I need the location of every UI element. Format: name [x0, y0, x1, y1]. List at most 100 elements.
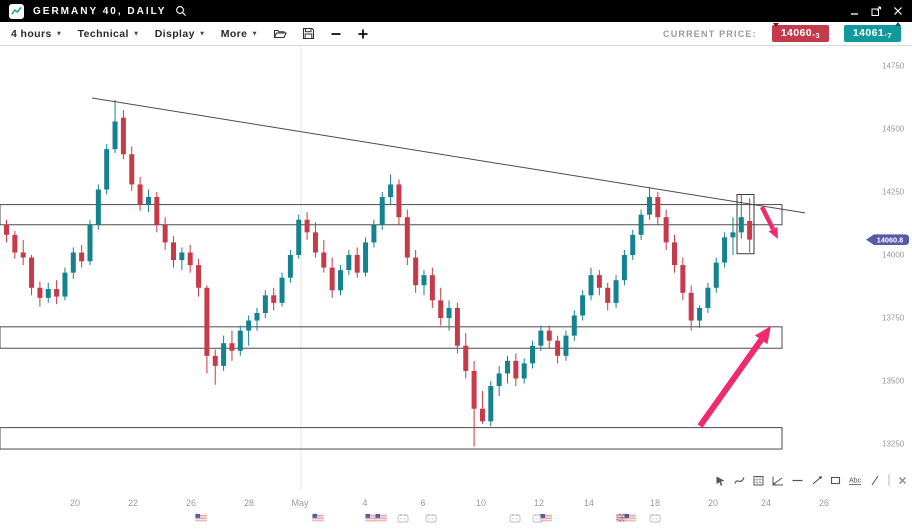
candle-body	[4, 224, 9, 235]
candle-body	[254, 312, 260, 321]
event-calendar-icon[interactable]	[425, 514, 437, 523]
candle-body	[29, 257, 35, 288]
candle-body	[630, 234, 636, 255]
event-flag-us-icon[interactable]	[375, 513, 387, 522]
candle-body	[438, 300, 444, 318]
sr-zone-rect[interactable]	[0, 427, 783, 450]
x-axis-label: 10	[476, 498, 486, 508]
technical-dropdown[interactable]: Technical ▼	[78, 28, 140, 40]
display-dropdown[interactable]: Display ▼	[155, 28, 206, 40]
event-calendar-icon[interactable]	[397, 514, 409, 523]
candle-body	[396, 184, 402, 218]
folder-open-icon[interactable]	[273, 27, 288, 40]
sell-price-main: 14060.	[780, 27, 816, 39]
pointer-tool-icon[interactable]	[714, 474, 727, 487]
candle-body	[62, 272, 68, 297]
x-axis: 1820222628May4610121418202426	[70, 498, 829, 508]
candle-body	[363, 242, 369, 273]
zoom-out-button[interactable]	[330, 28, 342, 40]
candle-body	[287, 255, 293, 278]
close-button[interactable]	[893, 6, 903, 16]
slash-tool-icon[interactable]	[869, 474, 881, 487]
event-flag-us-icon[interactable]	[540, 513, 552, 522]
search-icon[interactable]	[175, 5, 187, 17]
candle-body	[638, 214, 644, 235]
candle-body	[538, 330, 544, 346]
hline-tool-icon[interactable]	[791, 474, 804, 487]
buy-price-main: 14061.	[852, 27, 888, 39]
chevron-down-icon: ▼	[251, 30, 259, 38]
sr-zone-rect[interactable]	[0, 326, 783, 349]
chevron-down-icon: ▼	[198, 30, 206, 38]
y-axis-tick: 13250	[882, 440, 905, 449]
y-axis-tick: 14750	[882, 62, 905, 71]
candle-body	[421, 275, 427, 286]
buy-price-badge[interactable]: 14061.7	[843, 22, 901, 42]
candle-body	[521, 363, 527, 379]
price-chart[interactable]: 14060.8 14750 14500 14250 14000 13750 13500 132…	[0, 46, 912, 530]
highlight-box[interactable]	[736, 194, 755, 255]
x-axis-label: 26	[186, 498, 196, 508]
candle-body	[346, 255, 352, 271]
pink-arrow-shaft[interactable]	[759, 205, 776, 231]
more-dropdown[interactable]: More ▼	[221, 28, 259, 40]
timeframe-dropdown[interactable]: 4 hours ▼	[11, 28, 63, 40]
price-badge-shape	[866, 234, 909, 245]
candle-body	[354, 255, 360, 273]
sell-price-badge[interactable]: 14060.3	[771, 23, 829, 42]
x-axis-label: 20	[70, 498, 80, 508]
event-calendar-icon[interactable]	[509, 514, 521, 523]
candle-body	[379, 197, 385, 225]
event-calendar-icon[interactable]	[649, 514, 661, 523]
current-price-marker: 14060.8	[866, 234, 909, 245]
pink-arrow-head[interactable]	[754, 326, 771, 345]
candle-body	[104, 149, 110, 190]
x-axis-label: 24	[761, 498, 771, 508]
grid-tool-icon[interactable]	[752, 474, 765, 487]
event-flag-us-icon[interactable]	[195, 513, 207, 522]
minimize-button[interactable]	[850, 6, 860, 16]
event-flag-us-icon[interactable]	[312, 513, 324, 522]
candle-body	[54, 289, 60, 297]
save-icon[interactable]	[302, 27, 315, 40]
candle-body	[563, 335, 569, 356]
popout-button[interactable]	[871, 6, 882, 17]
candle-body	[463, 345, 469, 371]
candle-body	[580, 295, 586, 316]
candle-body	[120, 117, 126, 155]
pink-arrow-shaft[interactable]	[697, 338, 764, 428]
candle-body	[179, 252, 185, 261]
candle-body	[296, 219, 302, 255]
event-flag-us-icon[interactable]	[624, 513, 636, 522]
candle-body	[454, 307, 460, 346]
close-tool-icon[interactable]	[897, 475, 908, 486]
pink-arrow-head[interactable]	[768, 226, 778, 239]
candle-body	[312, 232, 318, 253]
candle-body	[338, 270, 343, 291]
window-controls	[850, 6, 903, 17]
sell-arrow-icon	[772, 23, 779, 27]
curve-tool-icon[interactable]	[733, 474, 746, 487]
candle-body	[37, 287, 43, 298]
text-tool-icon[interactable]: Abc	[848, 474, 863, 487]
trend-tool-icon[interactable]	[771, 474, 785, 487]
event-flag-us-icon[interactable]	[365, 513, 377, 522]
candle-body	[488, 386, 494, 422]
zoom-in-button[interactable]	[357, 28, 369, 40]
y-axis-tick: 14000	[882, 251, 905, 260]
descending-trendline[interactable]	[91, 97, 806, 214]
candle-body	[12, 234, 18, 253]
candle-body	[688, 292, 694, 321]
candle-body	[680, 265, 686, 293]
candle-body	[95, 189, 101, 225]
y-axis: 14750 14500 14250 14000 13750 13500 13250	[882, 62, 905, 449]
rect-tool-icon[interactable]	[829, 474, 842, 487]
segment-tool-icon[interactable]	[810, 474, 823, 487]
candle-body	[162, 224, 168, 243]
candle-body	[496, 373, 502, 387]
chart-title: GERMANY 40, DAILY	[33, 5, 167, 17]
candle-body	[112, 121, 118, 150]
candle-body	[329, 267, 335, 291]
y-axis-tick: 14500	[882, 125, 905, 134]
